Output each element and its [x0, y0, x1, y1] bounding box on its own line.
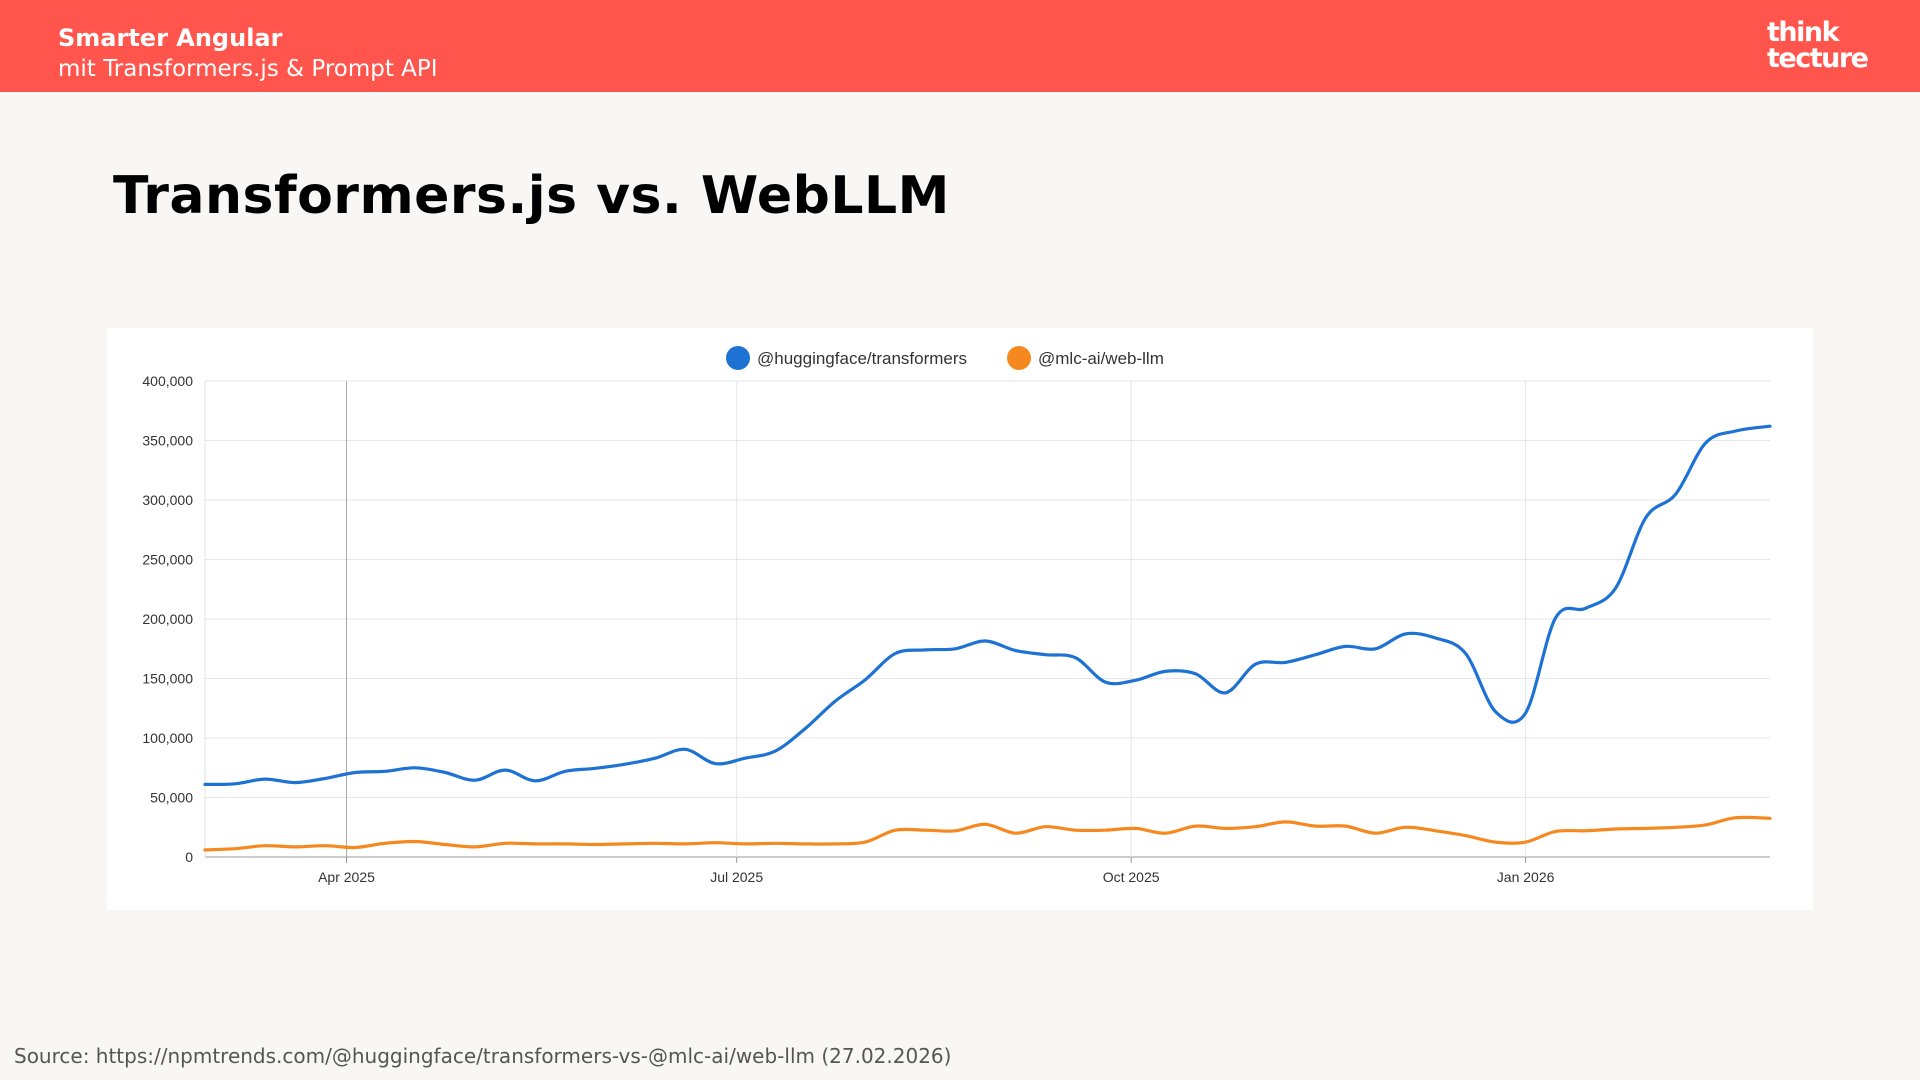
series-line-webllm	[203, 815, 1772, 852]
x-tick-label: Jul 2025	[710, 869, 763, 885]
legend-item-transformers: @huggingface/transformers	[757, 349, 967, 368]
series-line-transformers	[203, 424, 1772, 787]
y-tick-label: 250,000	[142, 552, 193, 568]
x-tick-label: Oct 2025	[1103, 869, 1160, 885]
grid-layer	[204, 380, 1770, 858]
legend-swatch	[1007, 346, 1031, 370]
legend-swatch	[726, 346, 750, 370]
y-tick-label: 50,000	[150, 790, 193, 806]
logo-line-think: think	[1767, 17, 1840, 48]
y-tick-label: 0	[185, 849, 193, 865]
y-tick-label: 100,000	[142, 730, 193, 746]
y-tick-label: 400,000	[142, 373, 193, 389]
y-tick-label: 350,000	[142, 433, 193, 449]
slide-title: Transformers.js vs. WebLLM	[113, 166, 950, 226]
y-tick-label: 200,000	[142, 611, 193, 627]
y-tick-label: 300,000	[142, 492, 193, 508]
x-tick-label: Jan 2026	[1497, 869, 1555, 885]
legend: @huggingface/transformers @mlc-ai/web-llm	[726, 346, 1164, 370]
series-layer	[203, 424, 1772, 852]
line-chart: 0 50,000 100,000 150,000 200,000 250,000 300,0…	[142, 346, 1772, 885]
x-tick-label: Apr 2025	[318, 869, 375, 885]
axis-layer: 0 50,000 100,000 150,000 200,000 250,000 300,0…	[142, 373, 1554, 885]
legend-item-webllm: @mlc-ai/web-llm	[1038, 349, 1164, 368]
chart-card: 0 50,000 100,000 150,000 200,000 250,000 300,0…	[107, 328, 1813, 910]
header-bar: Smarter Angular mit Transformers.js & Pr…	[0, 0, 1920, 92]
header-title: Smarter Angular	[58, 24, 283, 52]
logo-line-tecture: tecture	[1767, 43, 1869, 74]
y-tick-label: 150,000	[142, 671, 193, 687]
header-subtitle: mit Transformers.js & Prompt API	[58, 56, 438, 82]
thinktecture-logo: think tecture	[1767, 17, 1869, 78]
source-citation: Source: https://npmtrends.com/@huggingfa…	[14, 1044, 952, 1068]
